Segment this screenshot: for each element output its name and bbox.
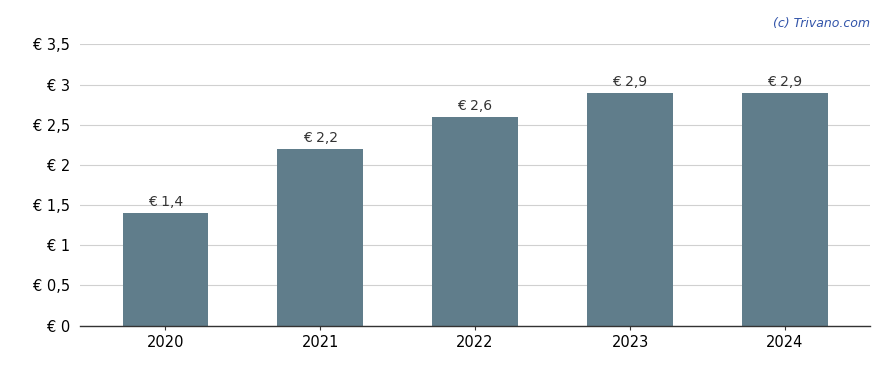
Bar xyxy=(123,213,208,326)
Bar xyxy=(277,149,362,326)
Text: € 1,4: € 1,4 xyxy=(147,195,183,209)
Text: € 2,2: € 2,2 xyxy=(303,131,337,145)
Bar xyxy=(432,117,518,326)
Text: (c) Trivano.com: (c) Trivano.com xyxy=(773,17,870,30)
Text: € 2,6: € 2,6 xyxy=(457,99,493,113)
Text: € 2,9: € 2,9 xyxy=(613,75,647,88)
Text: € 2,9: € 2,9 xyxy=(767,75,803,88)
Bar xyxy=(588,92,672,326)
Bar xyxy=(742,92,828,326)
